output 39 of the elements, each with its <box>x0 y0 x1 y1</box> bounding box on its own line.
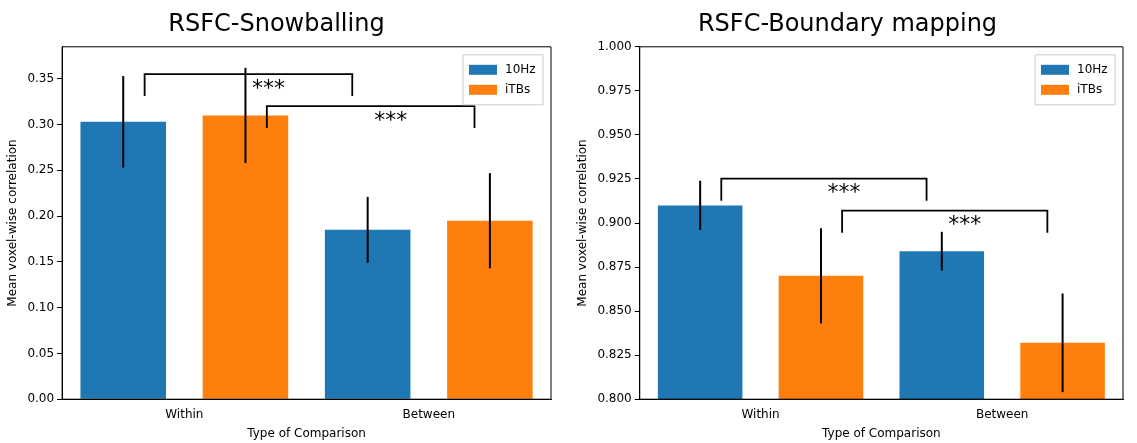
chart-title: RSFC-Snowballing <box>168 8 385 37</box>
bar <box>202 115 289 399</box>
y-tick-label: 0.00 <box>27 391 55 406</box>
x-tick-label: Within <box>741 406 780 421</box>
annotation: *** <box>374 106 408 132</box>
legend-label: 10Hz <box>505 61 536 76</box>
annotation: *** <box>827 179 861 205</box>
y-tick-label: 0.950 <box>597 127 632 142</box>
y-tick-label: 0.900 <box>597 215 632 230</box>
x-axis-title: Type of Comparison <box>246 425 366 440</box>
bar <box>447 220 533 399</box>
y-tick-label: 0.975 <box>597 82 632 97</box>
annotation: *** <box>251 74 285 100</box>
y-axis-title: Mean voxel-wise correlation <box>5 139 20 307</box>
x-tick-label: Between <box>402 406 456 421</box>
y-tick-label: 0.35 <box>27 70 55 85</box>
y-axis-title: Mean voxel-wise correlation <box>575 139 590 307</box>
bar <box>324 229 411 399</box>
y-tick-label: 0.10 <box>27 299 55 314</box>
y-tick-label: 0.825 <box>597 347 632 362</box>
y-tick-label: 0.30 <box>27 116 55 131</box>
y-tick-label: 0.850 <box>597 303 632 318</box>
y-tick-label: 0.15 <box>27 254 55 269</box>
y-tick-label: 0.20 <box>27 208 55 223</box>
y-tick-label: 0.05 <box>27 345 55 360</box>
y-tick-label: 1.000 <box>597 38 632 53</box>
x-axis-title: Type of Comparison <box>821 425 941 440</box>
x-tick-label: Within <box>165 406 204 421</box>
annotation: *** <box>948 211 982 237</box>
legend-label: iTBs <box>1077 81 1103 96</box>
bar <box>80 121 167 399</box>
y-tick-label: 0.925 <box>597 171 632 186</box>
chart-title: RSFC-Boundary mapping <box>697 8 998 37</box>
legend-label: 10Hz <box>1077 61 1108 76</box>
y-tick-label: 0.875 <box>597 259 632 274</box>
y-tick-label: 0.800 <box>597 391 632 406</box>
legend-label: iTBs <box>505 81 531 96</box>
x-tick-label: Between <box>975 406 1029 421</box>
y-tick-label: 0.25 <box>27 162 55 177</box>
